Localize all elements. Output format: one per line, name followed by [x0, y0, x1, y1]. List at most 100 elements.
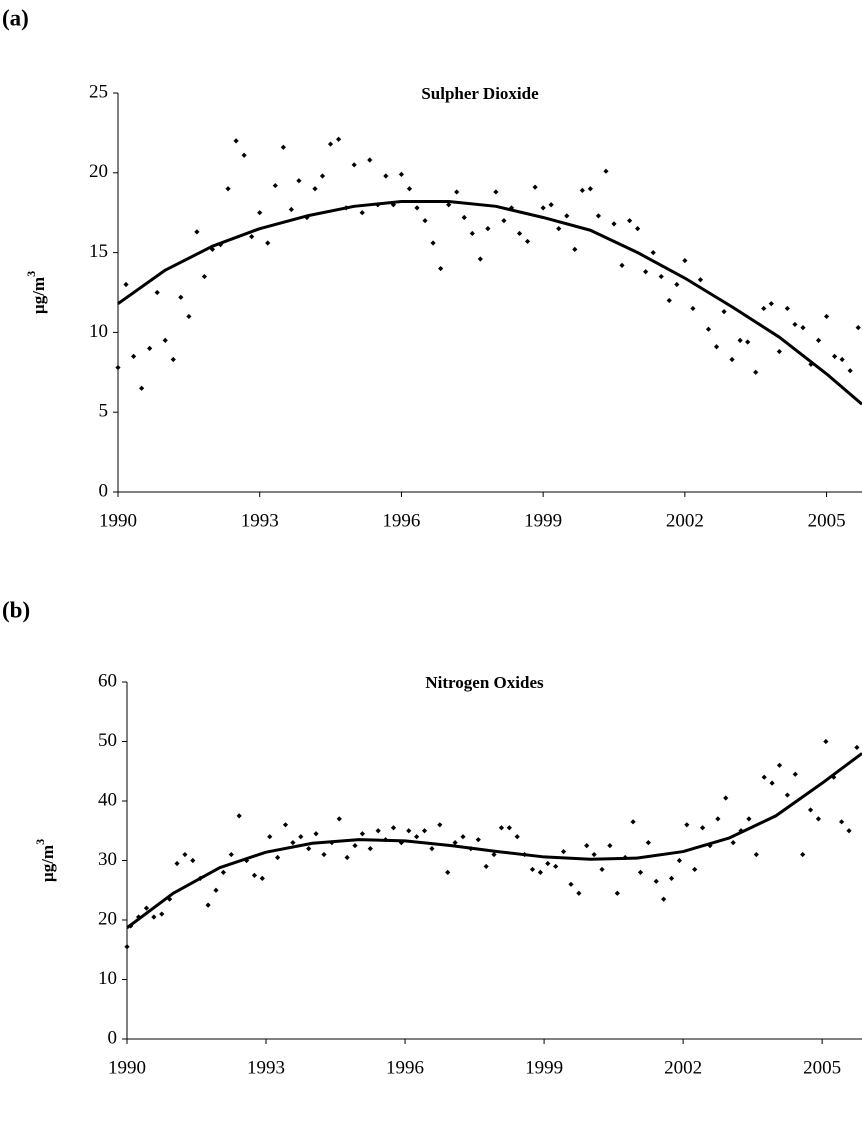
data-point [690, 305, 696, 312]
data-point [839, 356, 845, 363]
data-point [445, 869, 451, 875]
data-point [251, 872, 258, 878]
data-point [406, 828, 412, 834]
data-point [713, 344, 720, 350]
data-point [288, 206, 294, 213]
data-point [699, 825, 706, 831]
data-point [721, 309, 727, 315]
data-point [205, 902, 211, 908]
data-point [267, 834, 273, 840]
y-tick-label: 0 [99, 480, 109, 501]
x-tick-label: 2005 [803, 1057, 841, 1078]
data-point [823, 738, 829, 745]
data-point [147, 345, 153, 351]
data-point [653, 878, 659, 884]
data-point [753, 851, 759, 858]
data-point [367, 157, 373, 163]
data-point [524, 238, 531, 245]
data-point [162, 337, 168, 343]
data-point [225, 186, 231, 192]
data-point [514, 834, 520, 840]
data-point [506, 825, 512, 831]
data-point [769, 780, 775, 786]
data-point [668, 875, 675, 881]
y-tick-label: 60 [98, 670, 117, 691]
data-point [186, 313, 192, 320]
data-point [832, 353, 838, 359]
data-point [298, 834, 304, 840]
data-point [143, 905, 150, 911]
data-point [595, 213, 602, 219]
trend-line [126, 752, 862, 929]
data-point [650, 250, 656, 256]
data-point [406, 186, 413, 192]
data-point [236, 813, 242, 819]
data-point [383, 173, 389, 179]
data-point [275, 854, 281, 861]
data-point [213, 887, 219, 893]
data-point [249, 234, 255, 240]
data-point [607, 843, 613, 849]
data-point [259, 875, 265, 881]
data-point [784, 305, 790, 312]
data-point [498, 825, 505, 831]
data-point [151, 914, 157, 920]
data-point [491, 851, 497, 858]
data-point [661, 896, 667, 902]
data-point [630, 819, 636, 825]
data-point [414, 834, 420, 840]
data-point [745, 339, 751, 345]
data-point [228, 851, 234, 858]
chart-title: Sulpher Dioxide [421, 84, 539, 103]
data-point [705, 326, 712, 332]
data-point [854, 744, 860, 751]
data-point [529, 866, 536, 873]
x-tick-label: 1999 [525, 1057, 563, 1078]
data-point [367, 846, 373, 852]
y-axis-label-unit: µg/m [38, 845, 57, 882]
data-point [645, 840, 651, 846]
data-point [154, 289, 160, 296]
data-point [182, 851, 188, 858]
y-tick-label: 20 [89, 161, 108, 182]
data-point [846, 828, 852, 834]
data-point [768, 301, 774, 307]
data-point [272, 182, 278, 189]
y-tick-label: 40 [98, 789, 117, 810]
data-point [684, 822, 690, 828]
data-point [792, 321, 798, 328]
y-axis-label: µg/m3 [24, 271, 48, 314]
data-point [290, 840, 296, 846]
data-point [532, 184, 538, 190]
data-point [537, 869, 543, 875]
panel-label: (a) [2, 5, 29, 30]
data-point [603, 168, 609, 174]
y-axis-label: µg/m3 [33, 839, 57, 882]
y-tick-label: 50 [98, 730, 117, 751]
y-tick-label: 0 [108, 1027, 118, 1048]
data-point [614, 890, 620, 896]
y-tick-label: 10 [98, 968, 117, 989]
data-point [201, 273, 208, 280]
data-point [477, 256, 483, 262]
data-point [576, 890, 582, 896]
data-point [257, 210, 263, 216]
data-point [375, 828, 381, 834]
data-point [321, 851, 327, 858]
data-point [493, 189, 499, 195]
data-point [501, 218, 507, 224]
data-point [398, 171, 405, 177]
data-point [682, 257, 688, 264]
data-point [280, 144, 286, 150]
data-point [697, 277, 704, 283]
data-point [123, 281, 129, 288]
data-point [761, 774, 767, 780]
x-tick-label: 1999 [524, 510, 562, 531]
data-point [461, 214, 467, 221]
data-point [553, 863, 559, 870]
data-point [130, 353, 137, 359]
data-point [124, 944, 130, 950]
data-point [776, 348, 782, 355]
